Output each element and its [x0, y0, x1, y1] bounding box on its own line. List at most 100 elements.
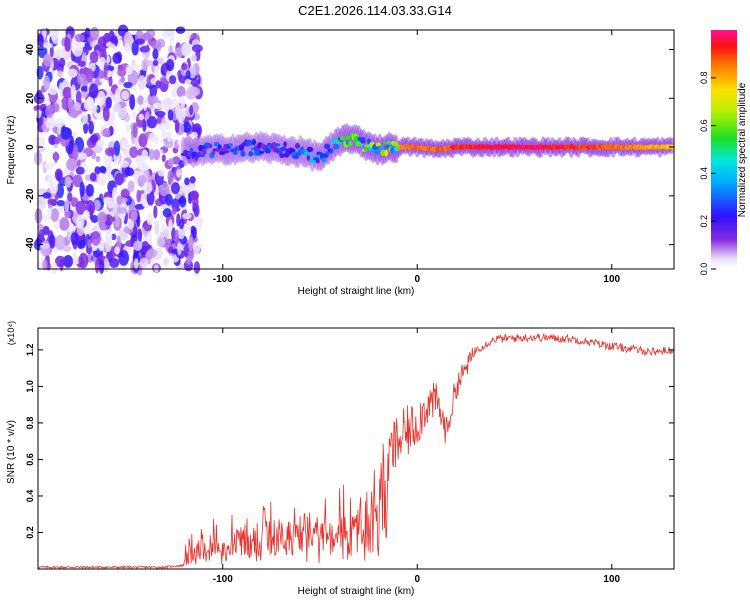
- noise-blob-189: [95, 155, 101, 163]
- noise-blob-880: [136, 155, 144, 169]
- noise-blob-469: [162, 208, 172, 218]
- ridge-core-91: [322, 153, 329, 159]
- noise-blob-404: [161, 154, 166, 162]
- noise-blob-715: [67, 95, 74, 111]
- noise-blob-392: [169, 34, 175, 45]
- spectrogram-ticks: -100 0 100 -40 -20 0 20 40: [25, 30, 674, 285]
- noise-blob-892: [166, 130, 172, 143]
- noise-blob-850: [86, 183, 95, 197]
- ridge-core-127: [378, 145, 384, 150]
- noise-blob-852: [97, 173, 108, 186]
- ridge-core-23: [217, 144, 222, 150]
- noise-blob-760: [97, 139, 105, 148]
- noise-blob-795: [81, 111, 88, 125]
- ridge-core-124: [374, 150, 380, 155]
- noise-blob-650: [195, 218, 203, 231]
- noise-blob-603: [143, 95, 148, 111]
- noise-blob-427: [80, 85, 89, 92]
- ridge-core-90: [321, 157, 326, 163]
- noise-blob-747: [157, 168, 166, 177]
- noise-blob-874: [133, 258, 139, 271]
- noise-blob-898: [176, 111, 186, 122]
- noise-blob-681: [60, 127, 72, 140]
- noise-blob-738: [40, 242, 50, 250]
- noise-blob-802: [34, 136, 44, 145]
- snr-ytick-label-1: 0.4: [25, 490, 35, 503]
- snr-ytick-label-2: 0.6: [25, 453, 35, 466]
- noise-blob-774: [142, 198, 149, 207]
- ridge-core-21: [213, 141, 220, 147]
- ridge-core-95: [330, 148, 334, 154]
- spec-xtick-label-1: 0: [414, 274, 420, 285]
- noise-blob-778: [105, 96, 112, 109]
- ridge-core-50: [259, 150, 265, 155]
- ridge-core-64: [280, 146, 287, 151]
- noise-blob-445: [137, 74, 147, 90]
- noise-blob-825: [114, 246, 120, 255]
- noise-blob-755: [178, 226, 185, 240]
- noise-blob-834: [70, 232, 79, 246]
- noise-blob-662: [125, 123, 131, 133]
- noise-blob-146: [83, 121, 89, 134]
- noise-blob-777: [98, 259, 105, 274]
- noise-blob-820: [87, 96, 95, 110]
- noise-blob-816: [162, 257, 170, 266]
- noise-blob-624: [75, 90, 82, 106]
- noise-blob-719: [121, 138, 129, 150]
- snr-frame: [37, 327, 675, 570]
- noise-blob-631: [164, 227, 171, 240]
- noise-blob-822: [46, 207, 53, 217]
- noise-blob-482: [181, 182, 190, 195]
- noise-blob-739: [127, 218, 135, 230]
- noise-blob-889: [179, 195, 187, 208]
- noise-blob-804: [100, 166, 107, 175]
- noise-blob-516: [174, 229, 180, 241]
- snr-yscale-label: (x10⁴): [6, 321, 16, 345]
- ridge-core-107: [348, 140, 353, 147]
- noise-blob-718: [185, 70, 191, 79]
- noise-blob-871: [77, 60, 86, 67]
- noise-blob-763: [70, 84, 77, 100]
- noise-blob-728: [118, 160, 129, 168]
- noise-blob-824: [75, 166, 85, 175]
- ridge-core-42: [245, 139, 253, 147]
- noise-blob-275: [141, 59, 149, 72]
- ridge-core-106: [345, 135, 352, 140]
- noise-blob-575: [51, 28, 60, 45]
- noise-blob-849: [118, 249, 129, 266]
- noise-blob-552: [74, 33, 85, 43]
- ridge-core-45: [251, 138, 257, 146]
- noise-blob-858: [96, 90, 106, 106]
- noise-blob-458: [177, 70, 182, 81]
- snr-ytick-label-5: 1.2: [25, 344, 35, 357]
- noise-blob-315: [56, 199, 66, 207]
- noise-blob-809: [165, 59, 175, 72]
- noise-blob-132: [176, 86, 186, 98]
- snr-plot-area: [38, 328, 674, 569]
- noise-blob-721: [161, 130, 168, 140]
- noise-blob-453: [47, 198, 57, 206]
- noise-blob-881: [90, 134, 99, 143]
- noise-blob-807: [82, 209, 91, 221]
- noise-blob-464: [77, 239, 86, 250]
- noise-blob-714: [113, 102, 121, 113]
- noise-blob-814: [71, 37, 77, 54]
- noise-blob-596: [164, 139, 174, 149]
- noise-blob-791: [189, 105, 194, 116]
- spectrogram-xlabel: Height of straight line (km): [298, 286, 415, 297]
- ridge-core-105: [345, 140, 349, 146]
- noise-blob-776: [50, 261, 58, 275]
- noise-blob-846: [144, 111, 150, 120]
- noise-blob-764: [57, 70, 63, 78]
- noise-blob-159: [154, 220, 160, 235]
- noise-blob-456: [106, 173, 114, 182]
- noise-blob-465: [161, 31, 168, 40]
- noise-blob-876: [190, 131, 198, 139]
- noise-blob-865: [124, 167, 135, 177]
- noise-blob-808: [76, 152, 87, 160]
- noise-blob-796: [50, 208, 60, 222]
- noise-blob-866: [98, 70, 105, 79]
- ridge-core-63: [279, 152, 285, 159]
- noise-blob-861: [38, 193, 43, 205]
- noise-blob-766: [43, 75, 51, 91]
